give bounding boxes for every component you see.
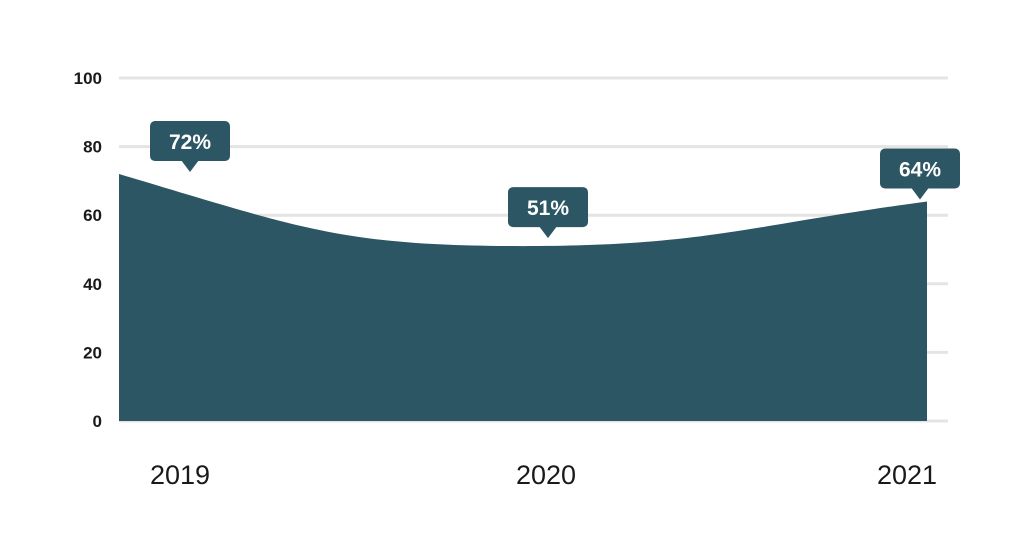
area-series <box>119 174 927 421</box>
data-label-text: 51% <box>527 197 569 220</box>
y-tick-label: 20 <box>83 343 102 362</box>
x-tick-label: 2021 <box>877 460 937 490</box>
x-tick-label: 2020 <box>516 460 576 490</box>
y-tick-label: 60 <box>83 206 102 225</box>
data-label-pointer <box>539 226 557 239</box>
data-label-text: 64% <box>899 158 941 181</box>
y-axis-ticks: 0 20 40 60 80 100 <box>74 69 102 431</box>
data-label-box <box>880 148 960 189</box>
data-label-bubble: 51% <box>508 187 588 239</box>
data-label-pointer <box>911 187 929 200</box>
data-labels: 72% 51% 64% <box>150 121 960 239</box>
data-label-bubble: 64% <box>880 148 960 200</box>
data-label-pointer <box>181 160 199 173</box>
data-label-box <box>150 121 230 162</box>
y-tick-label: 100 <box>74 69 102 88</box>
x-tick-label: 2019 <box>150 460 210 490</box>
data-label-box <box>508 187 588 228</box>
y-tick-label: 0 <box>93 412 102 431</box>
y-tick-label: 40 <box>83 275 102 294</box>
data-label-bubble: 72% <box>150 121 230 173</box>
x-axis-ticks: 2019 2020 2021 <box>150 460 937 490</box>
data-label-text: 72% <box>169 131 211 154</box>
area-fill <box>119 174 927 421</box>
y-tick-label: 80 <box>83 138 102 157</box>
